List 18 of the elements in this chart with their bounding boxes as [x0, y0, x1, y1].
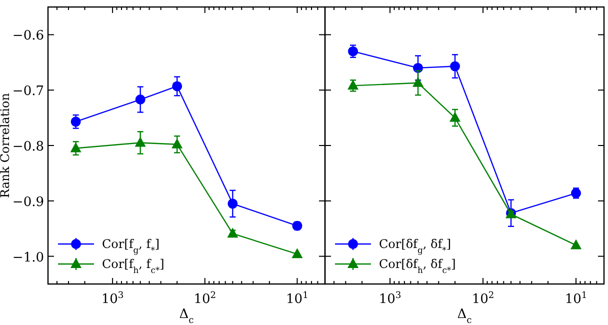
x-tick-label: 10$^{1}$ — [564, 291, 588, 307]
y-axis-title: Rank Correlation — [0, 92, 12, 198]
x-tick-label: 10$^{1}$ — [286, 291, 308, 307]
x-tick-label: 10$^{2}$ — [472, 291, 494, 307]
x-tick-label: 10$^{2}$ — [194, 291, 216, 307]
y-tick-label: −0.8 — [12, 140, 44, 154]
legend-label: Cor[f$_{g}$, f$_{*}$] — [102, 237, 160, 255]
y-tick-label: −0.6 — [12, 28, 44, 44]
x-tick-label: 10$^{3}$ — [101, 291, 124, 307]
x-tick-label: 10$^{3}$ — [378, 291, 402, 307]
y-tick-label: −0.7 — [12, 84, 44, 100]
y-tick-label: −1.0 — [12, 250, 44, 266]
legend-label: Cor[δf$_{g}$, δf$_{*}$] — [379, 237, 452, 255]
legend-label: Cor[δf$_{h}$, δf$_{c*}$] — [379, 257, 456, 275]
x-axis-title: Δ$_{c}$ — [457, 307, 472, 325]
y-tick-label: −0.9 — [12, 194, 44, 210]
x-axis-title: Δ$_{c}$ — [179, 307, 194, 325]
legend-label: Cor[f$_{h}$, f$_{c*}$] — [102, 257, 164, 275]
